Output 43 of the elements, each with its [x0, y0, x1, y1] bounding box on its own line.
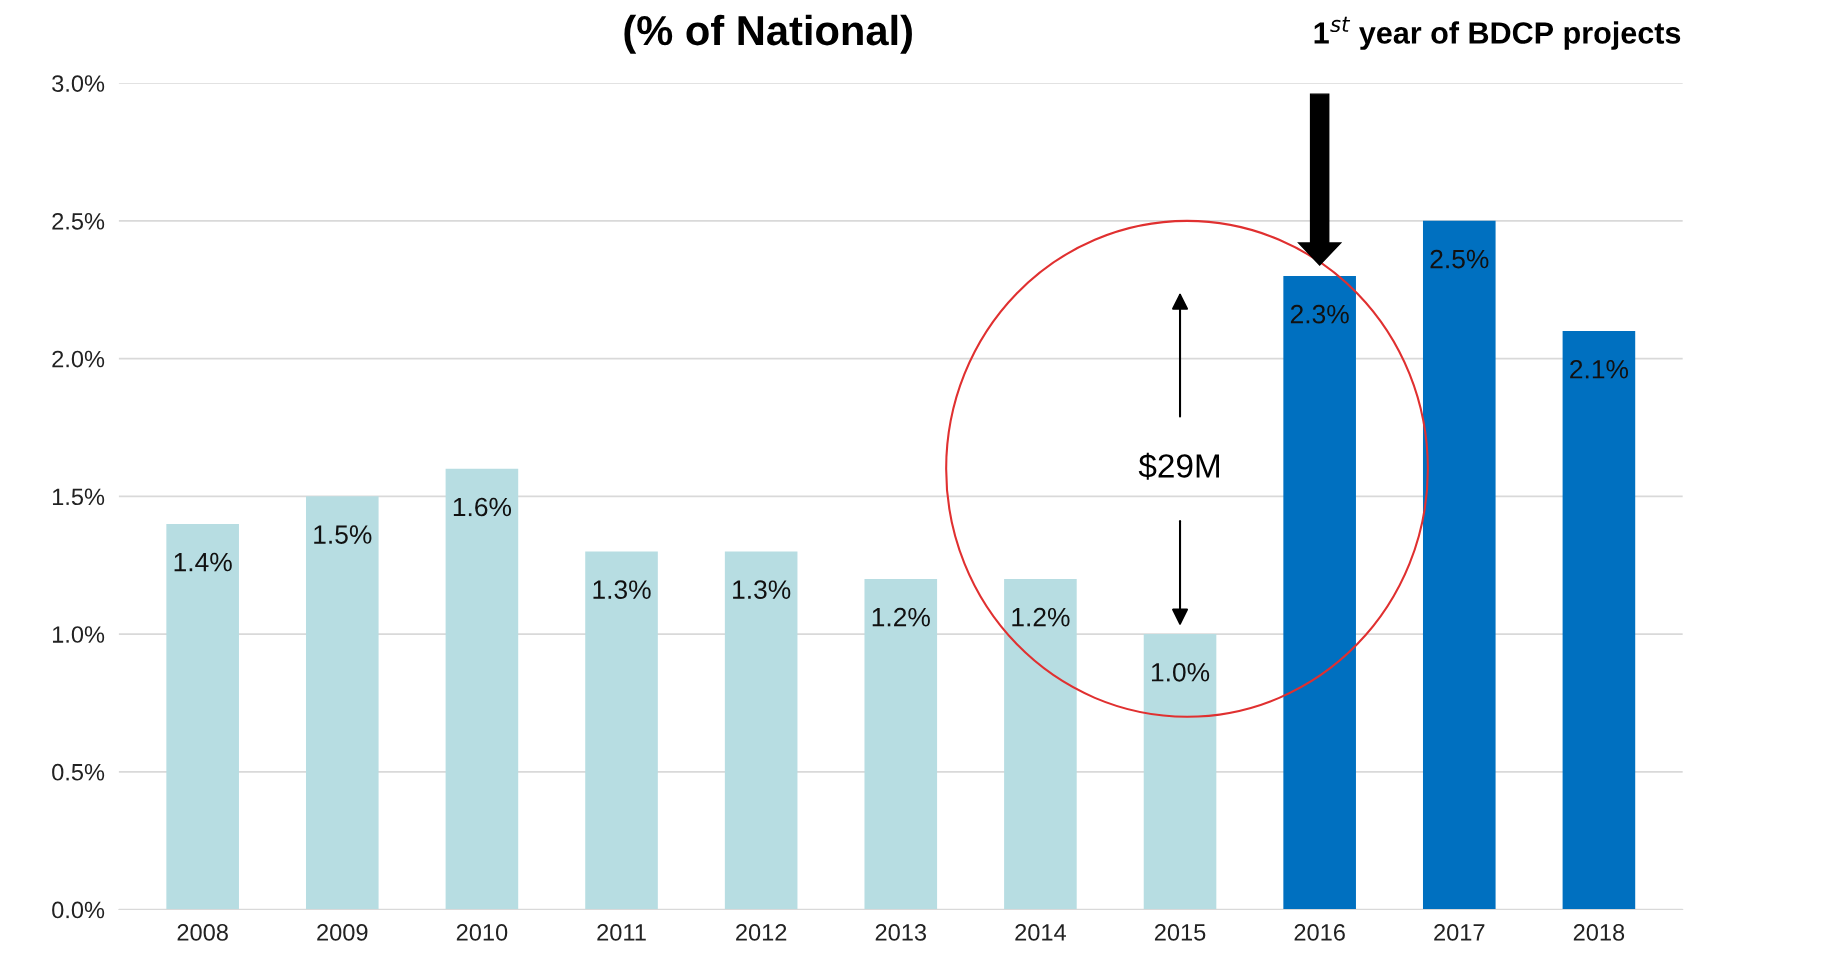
y-tick-label: 1.5% — [52, 488, 105, 506]
bar — [305, 496, 379, 910]
data-label: 1.0% — [1151, 662, 1210, 682]
bar — [864, 578, 938, 910]
text: 1$^{st}$ year of BDCP projects — [1314, 16, 1681, 50]
data-label: 1.4% — [174, 552, 232, 572]
x-tick-label: 2008 — [177, 924, 228, 941]
data-label: 1.2% — [872, 607, 930, 627]
x-tick-label: 2009 — [317, 924, 368, 941]
bar — [166, 523, 239, 910]
y-tick-label: 2.0% — [52, 350, 105, 368]
x-tick-label: 2014 — [1015, 924, 1066, 941]
y-tick-label: 0.5% — [52, 763, 105, 781]
x-tick-label: 2013 — [875, 924, 927, 941]
bar — [585, 551, 658, 910]
x-tick-label: 2015 — [1154, 924, 1206, 941]
data-label: 1.3% — [593, 580, 651, 599]
bar — [445, 468, 519, 910]
bar — [1422, 220, 1496, 910]
data-label: 1.6% — [453, 497, 512, 517]
bar — [1562, 331, 1636, 910]
y-tick-label: 2.5% — [52, 212, 105, 230]
data-label: 1.3% — [733, 580, 791, 599]
chart-title: (% of National) — [624, 14, 912, 54]
bar — [1004, 578, 1077, 910]
data-label: 1.5% — [314, 525, 372, 544]
x-tick-label: 2010 — [456, 924, 508, 941]
y-tick-label: 3.0% — [52, 75, 105, 92]
x-tick-label: 2016 — [1294, 924, 1345, 941]
x-tick-label: 2017 — [1434, 924, 1485, 941]
y-tick-label: 0.0% — [52, 901, 105, 919]
x-tick-label: 2012 — [736, 924, 787, 941]
x-tick-label: 2011 — [597, 924, 646, 941]
y-tick-label: 1.0% — [52, 626, 105, 643]
data-label: 2.3% — [1290, 304, 1349, 324]
data-label: 1.2% — [1012, 607, 1070, 627]
bar — [724, 551, 798, 910]
annotation: $29M — [1138, 452, 1219, 480]
x-tick-label: 2018 — [1573, 924, 1625, 941]
bar — [1283, 275, 1356, 910]
data-label: 2.1% — [1570, 359, 1629, 379]
bar — [1143, 634, 1217, 910]
data-label: 2.5% — [1430, 249, 1489, 269]
